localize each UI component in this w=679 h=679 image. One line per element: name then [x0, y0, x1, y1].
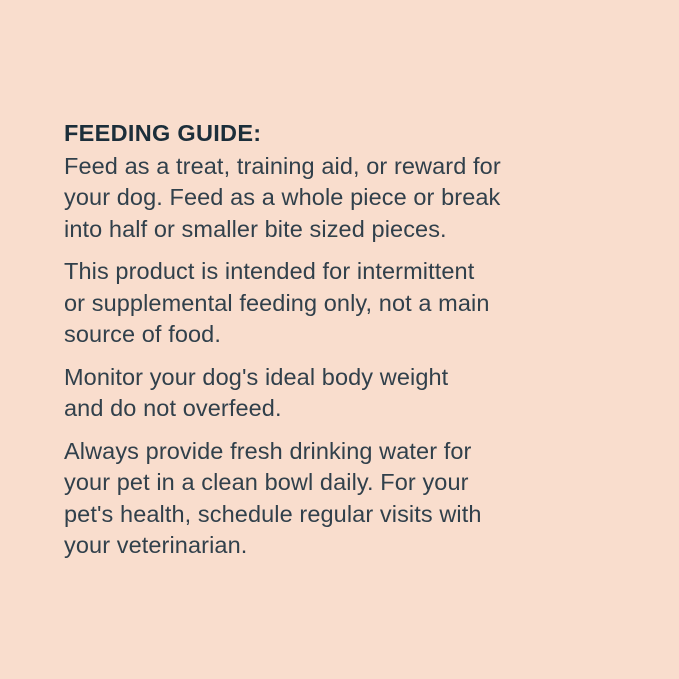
paragraph: Always provide fresh drinking water for y… [64, 436, 624, 562]
text-line: your veterinarian. [64, 532, 248, 558]
feeding-guide-heading: FEEDING GUIDE: [64, 120, 262, 146]
text-line: into half or smaller bite sized pieces. [64, 215, 447, 242]
text-line: source of food. [64, 321, 221, 347]
feeding-guide-panel: FEEDING GUIDE: Feed as a treat, training… [64, 118, 624, 562]
text-line: Monitor your dog's ideal body weight [64, 363, 449, 390]
paragraph: This product is intended for intermitten… [64, 256, 624, 351]
feeding-guide-paragraphs: Feed as a treat, training aid, or reward… [64, 151, 624, 562]
text-line: your dog. Feed as a whole piece or break [64, 184, 501, 210]
text-line: Feed as a treat, training aid, or reward… [64, 152, 501, 179]
paragraph: Monitor your dog's ideal body weight and … [64, 362, 624, 425]
text-line: This product is intended for intermitten… [64, 258, 475, 284]
paragraph: Feed as a treat, training aid, or reward… [64, 151, 624, 246]
text-line: Always provide fresh drinking water for [64, 437, 472, 464]
text-line: or supplemental feeding only, not a main [64, 289, 490, 316]
text-line: pet's health, schedule regular visits wi… [64, 500, 482, 527]
text-line: your pet in a clean bowl daily. For your [64, 469, 469, 495]
text-line: and do not overfeed. [64, 395, 282, 421]
